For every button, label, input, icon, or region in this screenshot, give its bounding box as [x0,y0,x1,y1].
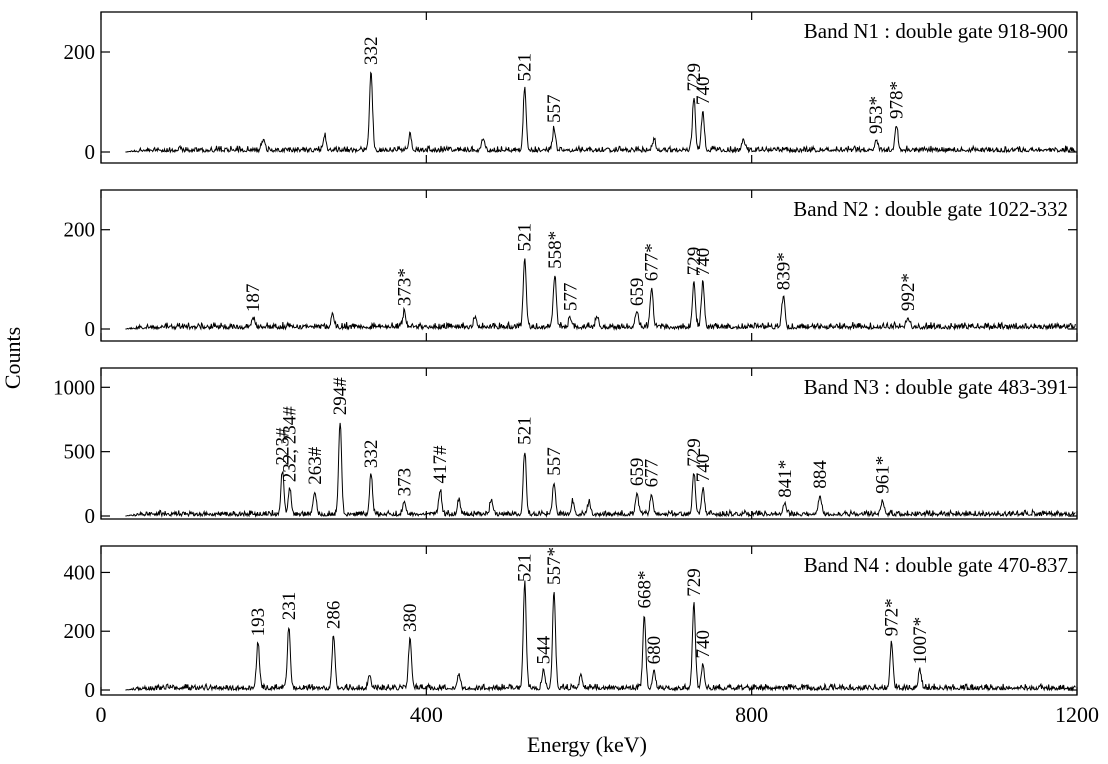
panel-frame [100,367,1078,520]
peak-label: 231 [279,592,300,621]
peak-label: 521 [515,53,536,82]
peak-label: 729 [684,568,705,597]
spectrum-trace [125,71,1076,154]
y-tick-label: 0 [85,140,96,164]
panel-1: 0 200 Band N1 : double gate 918-900 332 521 5… [64,11,1078,164]
spectrum-trace [125,258,1076,331]
panel-frame [100,11,1078,164]
peak-label: 544 [534,635,555,664]
peak-label: 373 [394,468,415,497]
peak-label: 577 [560,283,581,312]
x-tick-label: 800 [735,702,768,727]
spectrum-trace [125,422,1076,518]
peak-label: 841* [775,460,796,498]
x-tick-label: 400 [410,702,443,727]
x-axis-label: Energy (keV) [527,732,647,757]
panel-2: 0 200 Band N2 : double gate 1022-332 187 373… [64,189,1078,342]
y-tick-label: 0 [85,678,96,702]
panel-title: Band N4 : double gate 470-837 [804,553,1068,577]
peak-label: 223# [272,427,293,466]
spectrum-trace [125,580,1076,692]
peak-label: 740 [693,454,714,483]
panel-title: Band N2 : double gate 1022-332 [793,197,1068,221]
panel-title: Band N3 : double gate 483-391 [804,375,1068,399]
peak-label: 729 [684,63,705,92]
panel-frame [100,189,1078,342]
x-tick-label: 1200 [1055,702,1099,727]
peak-label: 521 [515,554,536,583]
peak-label: 332 [361,37,382,66]
panel-3: 0 500 1000 Band N3 : double gate 483-391 223… [53,367,1078,528]
peak-label: 380 [400,604,421,633]
peak-label: 680 [644,636,665,665]
peak-label: 232, 234# [280,406,301,483]
peak-label: 978* [886,81,907,119]
peak-label: 740 [693,77,714,106]
peak-label: 659 [627,278,648,307]
spectra-panels: 0 200 Band N1 : double gate 918-900 332 521 5… [53,11,1099,727]
peak-label: 740 [693,630,714,659]
peak-label: 187 [243,284,264,313]
y-tick-label: 400 [64,560,96,584]
peak-label: 961* [873,456,894,494]
peak-label: 557 [544,447,565,476]
peak-label: 557 [544,95,565,124]
peak-label: 263# [305,446,326,485]
y-tick-label: 0 [85,317,96,341]
peak-label: 677 [642,459,663,488]
panel-title: Band N1 : double gate 918-900 [804,19,1068,43]
peak-label: 294# [330,377,351,416]
peak-label: 740 [693,248,714,277]
peak-label: 557* [544,547,565,585]
y-tick-label: 0 [85,504,96,528]
peak-label: 677* [642,243,663,281]
peak-label: 668* [634,571,655,609]
peak-label: 992* [898,273,919,311]
peak-label: 1007* [910,617,931,665]
panel-frame [100,545,1078,696]
y-axis-label: Counts [0,327,25,389]
peak-label: 373* [394,268,415,306]
peak-label: 521 [515,223,536,252]
y-tick-label: 200 [64,40,96,64]
peak-label: 558* [545,231,566,269]
peak-label: 729 [684,438,705,467]
peak-label: 193 [248,608,269,637]
peak-label: 521 [515,416,536,445]
panel-4: 0 200 400 Band N4 : double gate 470-837 193 2… [64,545,1078,702]
peak-label: 332 [361,440,382,469]
y-tick-label: 200 [64,619,96,643]
peak-label: 972* [882,598,903,636]
peak-label: 884 [810,460,831,489]
peak-label: 417# [430,445,451,484]
y-tick-label: 1000 [53,375,95,399]
peak-label: 839* [773,252,794,290]
peak-label: 286 [324,601,345,630]
peak-label: 659 [627,458,648,487]
x-tick-label: 0 [96,702,107,727]
peak-label: 729 [684,247,705,276]
peak-label: 953* [866,96,887,134]
y-tick-label: 500 [64,440,96,464]
y-tick-label: 200 [64,218,96,242]
